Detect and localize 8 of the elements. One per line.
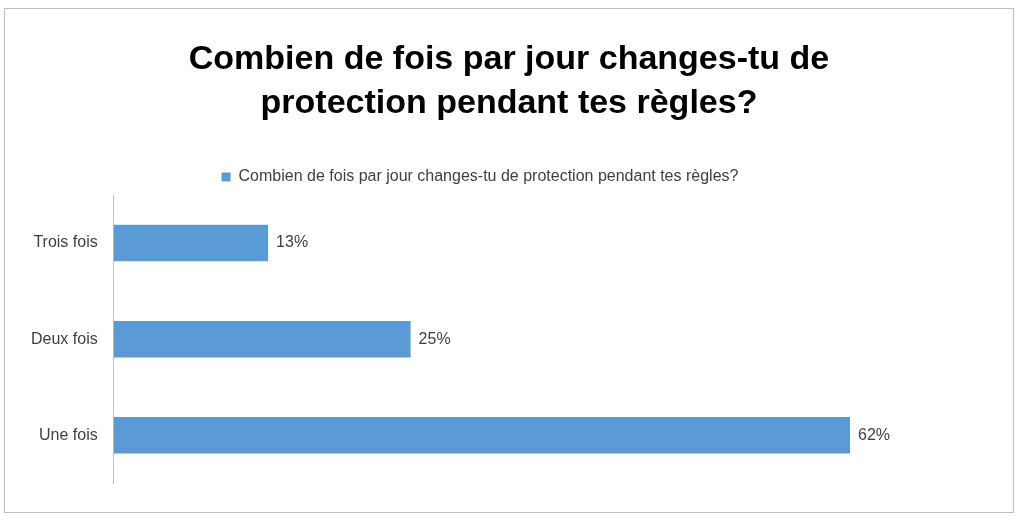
- data-label: 13%: [276, 233, 309, 251]
- y-tick-label: Une fois: [38, 425, 98, 443]
- data-label: 25%: [418, 329, 451, 347]
- data-label: 62%: [857, 425, 891, 443]
- y-tick-label: Deux fois: [30, 329, 98, 347]
- legend-label: Combien de fois par jour changes-tu de protection pendant tes règles?: [238, 167, 739, 185]
- chart-title: Combien de fois par jour changes-tu de protection pendant tes règles?: [187, 37, 831, 122]
- y-tick-label: Trois fois: [33, 233, 98, 251]
